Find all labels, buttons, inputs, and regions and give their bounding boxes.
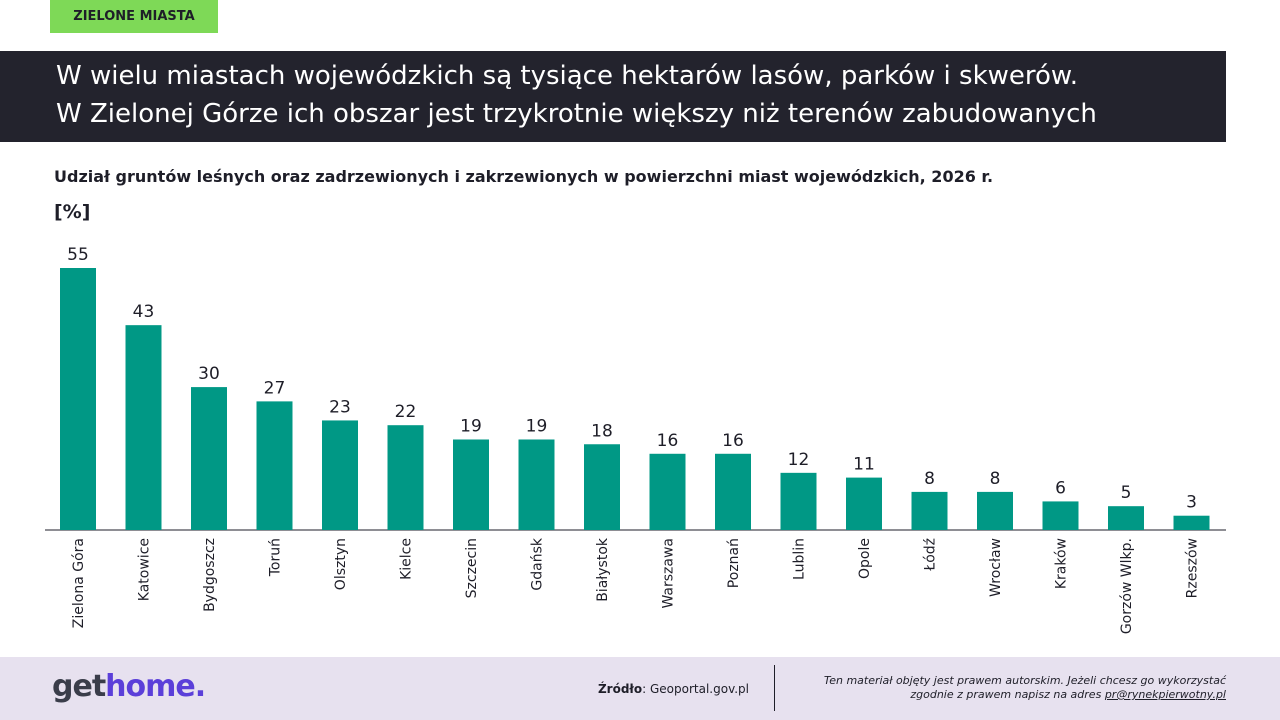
- headline-line-1: W wielu miastach wojewódzkich są tysiące…: [56, 61, 1079, 91]
- bar: [977, 491, 1013, 530]
- data-label: 12: [788, 450, 810, 470]
- copyright-line-2: zgodnie z prawem napisz na adres: [910, 688, 1105, 701]
- chart-title: Udział gruntów leśnych oraz zadrzewionyc…: [54, 167, 994, 186]
- x-tick-label: Białystok: [595, 537, 611, 602]
- copyright-note: Ten materiał objęty jest prawem autorski…: [786, 674, 1226, 702]
- data-label: 18: [591, 421, 613, 441]
- bar: [387, 425, 424, 530]
- data-label: 5: [1121, 483, 1132, 503]
- data-label: 23: [329, 397, 351, 417]
- bar: [322, 420, 358, 530]
- data-label: 16: [657, 431, 679, 451]
- x-tick-label: Kielce: [399, 538, 415, 580]
- x-tick-label: Katowice: [137, 538, 153, 601]
- logo-part-home: home.: [105, 669, 206, 704]
- x-tick-label: Szczecin: [464, 538, 480, 598]
- bar: [649, 453, 686, 530]
- x-tick-label: Gorzów Wlkp.: [1119, 538, 1135, 634]
- bar: [518, 439, 555, 530]
- bar: [1108, 506, 1144, 530]
- data-label: 19: [526, 416, 548, 436]
- data-label: 3: [1186, 493, 1197, 513]
- bar: [1173, 515, 1210, 530]
- x-tick-label: Olsztyn: [333, 538, 349, 590]
- bar: [911, 491, 948, 530]
- x-tick-label: Warszawa: [661, 538, 677, 609]
- data-label: 11: [853, 455, 875, 475]
- copyright-line-1: Ten materiał objęty jest prawem autorski…: [823, 674, 1226, 687]
- data-label: 8: [990, 469, 1001, 489]
- source-value: : Geoportal.gov.pl: [642, 682, 749, 696]
- data-label: 19: [460, 416, 482, 436]
- x-tick-label: Kraków: [1054, 538, 1070, 589]
- x-tick-label: Opole: [857, 538, 873, 579]
- bar: [191, 387, 227, 530]
- headline-banner: W wielu miastach wojewódzkich są tysiące…: [0, 51, 1226, 142]
- x-tick-label: Wrocław: [988, 538, 1004, 597]
- logo-part-get: get: [52, 669, 106, 704]
- x-tick-label: Gdańsk: [530, 537, 546, 590]
- x-tick-label: Zielona Góra: [71, 538, 87, 628]
- source-label: Źródło: [597, 682, 643, 696]
- source-note: Źródło: Geoportal.gov.pl: [598, 682, 749, 696]
- bar: [715, 453, 751, 530]
- copyright-email-link[interactable]: pr@rynekpierwotny.pl: [1104, 688, 1226, 701]
- section-badge: ZIELONE MIASTA: [50, 0, 218, 33]
- x-tick-label: Poznań: [726, 538, 742, 588]
- bar: [846, 477, 882, 530]
- data-label: 27: [264, 378, 286, 398]
- data-label: 8: [924, 469, 935, 489]
- y-unit-label: [%]: [54, 201, 91, 223]
- x-tick-label: Łódź: [923, 538, 939, 572]
- data-label: 16: [722, 431, 744, 451]
- x-tick-label: Bydgoszcz: [202, 538, 218, 612]
- data-label: 22: [395, 402, 417, 422]
- gethome-logo[interactable]: gethome.: [52, 669, 206, 704]
- data-label: 43: [133, 302, 155, 322]
- data-label: 6: [1055, 478, 1066, 498]
- data-label: 30: [198, 364, 220, 384]
- x-tick-label: Lublin: [792, 538, 808, 580]
- data-label: 55: [67, 245, 89, 265]
- footer: gethome. Źródło: Geoportal.gov.pl Ten ma…: [0, 657, 1280, 720]
- bar: [125, 325, 162, 530]
- bar: [584, 444, 620, 530]
- bar-chart: 55 Zielona Góra 43 Katowice 30 Bydgoszcz 27 Tor…: [45, 245, 1226, 634]
- bar: [256, 401, 293, 530]
- bar: [60, 268, 96, 530]
- x-tick-label: Toruń: [268, 538, 284, 577]
- x-tick-label: Rzeszów: [1185, 538, 1201, 598]
- bar: [1042, 501, 1079, 530]
- bar: [780, 472, 817, 530]
- headline-line-2: W Zielonej Górze ich obszar jest trzykro…: [56, 99, 1097, 129]
- bar: [453, 439, 489, 530]
- footer-divider: [774, 665, 775, 711]
